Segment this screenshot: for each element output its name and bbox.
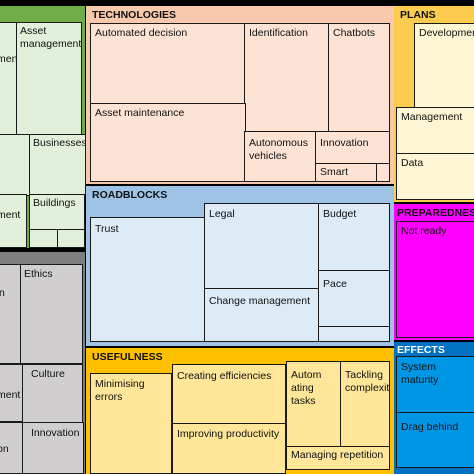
managing-repetition-cell: Managing repetition <box>286 446 390 470</box>
trust-cell: Trust <box>90 217 206 342</box>
management-cell: Management <box>396 107 474 155</box>
technologies-panel: TECHNOLOGIES Automated decision Identifi… <box>86 6 394 184</box>
legal-cell: Legal <box>204 203 320 290</box>
minimising-errors-cell: Minimising errors <box>90 373 172 474</box>
preparedness-panel: PREPAREDNESS Not ready <box>394 204 474 340</box>
effects-header: EFFECTS <box>397 344 445 356</box>
autonomous-vehicles-cell: Autonomous vehicles <box>244 131 317 182</box>
automated-decision-cell: Automated decision <box>90 23 246 105</box>
smart-cell: Smart <box>315 163 378 182</box>
plans-panel: PLANS Development Management Data <box>394 6 474 202</box>
roadblocks-small-cell <box>318 326 390 342</box>
change-management-cell: Change management <box>204 288 320 342</box>
system-maturity-cell: System maturity <box>396 356 474 414</box>
left-blank-cell <box>0 134 31 196</box>
effects-panel: EFFECTS System maturity Drag behind <box>394 342 474 474</box>
roadblocks-panel: ROADBLOCKS Trust Legal Budget Change man… <box>86 186 394 346</box>
technologies-header: TECHNOLOGIES <box>92 9 177 21</box>
chatbots-cell: Chatbots <box>328 23 390 133</box>
development-cell: Development <box>414 23 474 109</box>
creating-efficiencies-cell: Creating efficiencies <box>172 364 286 425</box>
automating-tasks-cell: Autom ating tasks <box>286 361 342 448</box>
plans-header: PLANS <box>400 9 436 21</box>
n-cell: n <box>0 264 22 364</box>
identification-cell: Identification <box>244 23 330 133</box>
data-cell: Data <box>396 153 474 200</box>
tackling-complexity-cell: Tackling complexity <box>340 361 390 448</box>
buildings-cell: Buildings <box>29 194 85 231</box>
tech-tiny-cell <box>376 163 390 182</box>
culture-cell: Culture <box>22 364 83 424</box>
ment-cell-3: ment <box>0 364 24 422</box>
usefulness-panel: USEFULNESS Minimising errors Creating ef… <box>86 348 394 474</box>
green-group-panel: ment Asset management Businesses ment Bu… <box>0 6 86 248</box>
green-small-cell-2 <box>57 229 85 248</box>
preparedness-header: PREPAREDNESS <box>397 207 474 219</box>
drag-behind-cell: Drag behind <box>396 412 474 468</box>
improving-productivity-cell: Improving productivity <box>172 423 286 474</box>
innovation-cell-grey: Innovation <box>22 422 84 474</box>
grey-group-panel: n Ethics ment Culture on Innovation <box>0 252 85 474</box>
businesses-cell: Businesses <box>29 134 86 196</box>
pace-cell: Pace <box>318 270 390 328</box>
ment-cell-2: ment <box>0 194 27 248</box>
budget-cell: Budget <box>318 203 390 272</box>
ethics-cell: Ethics <box>20 264 83 364</box>
asset-management-cell: Asset management <box>16 22 82 136</box>
asset-maintenance-cell: Asset maintenance <box>90 103 246 182</box>
innovation-cell-tech: Innovation <box>315 131 390 165</box>
green-small-cell-1 <box>29 229 59 248</box>
on-cell: on <box>0 422 24 474</box>
not-ready-cell: Not ready <box>396 221 474 338</box>
roadblocks-header: ROADBLOCKS <box>92 189 168 201</box>
usefulness-header: USEFULNESS <box>92 351 163 363</box>
